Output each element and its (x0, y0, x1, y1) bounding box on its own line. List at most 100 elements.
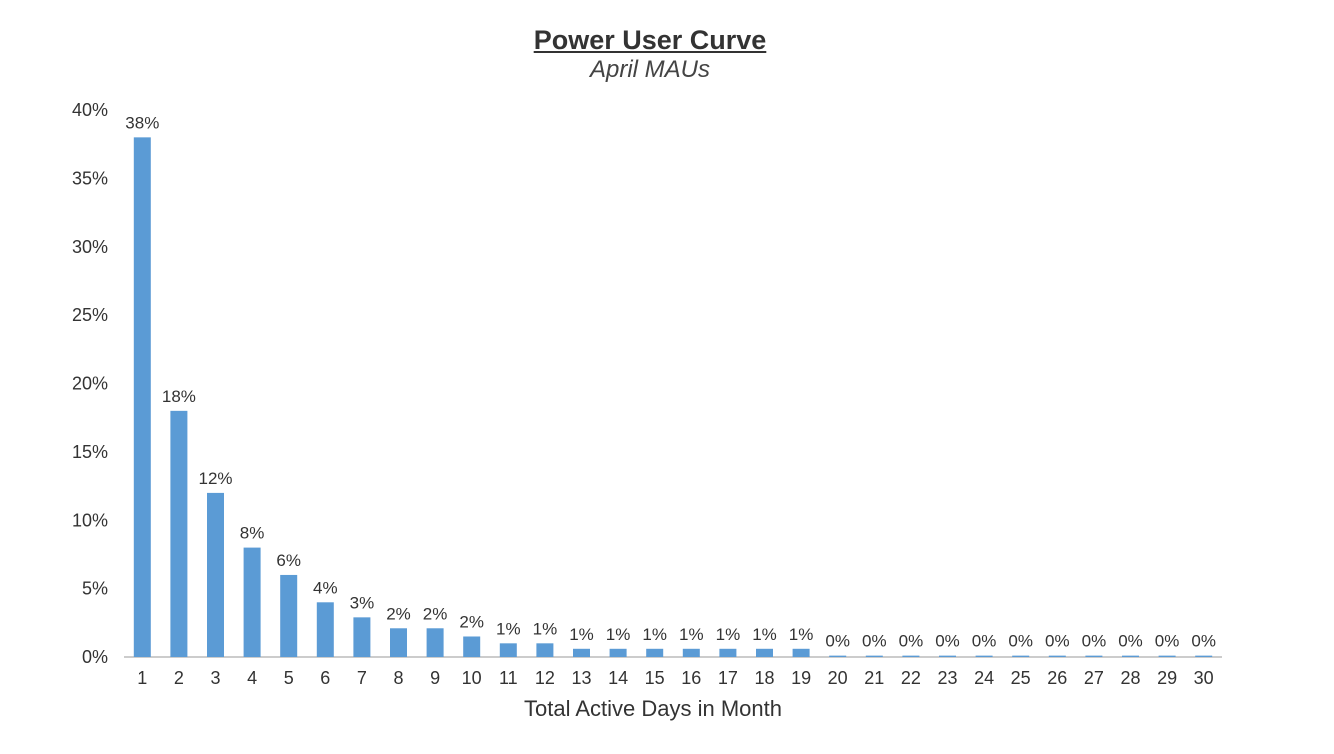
bar-26 (1048, 655, 1066, 657)
data-label-22: 0% (899, 632, 924, 651)
x-axis: 1 2 3 4 5 6 7 8 9 10 11 12 13 14 15 16 17 18 19 20 21 22 23 24 2… (137, 668, 1213, 688)
bar-20 (829, 655, 847, 657)
x-tick-label: 23 (937, 668, 957, 688)
data-labels-group: 38% 18% 12% 8% 6% 4% 3% 2% 2% 2% 1% 1% 1% 1% 1% 1% 1% 1% 1… (125, 113, 1216, 650)
data-label-1: 38% (125, 113, 159, 132)
bar-4 (243, 547, 261, 657)
data-label-9: 2% (423, 604, 448, 623)
x-tick-label: 12 (535, 668, 555, 688)
bar-7 (353, 617, 371, 657)
x-tick-label: 16 (681, 668, 701, 688)
y-tick-label: 30% (72, 237, 108, 257)
data-label-30: 0% (1191, 632, 1216, 651)
data-label-29: 0% (1155, 632, 1180, 651)
bar-30 (1195, 655, 1213, 657)
bar-19 (792, 648, 810, 657)
bar-5 (280, 574, 298, 657)
x-tick-label: 22 (901, 668, 921, 688)
data-label-20: 0% (825, 632, 850, 651)
data-label-7: 3% (350, 593, 375, 612)
bar-21 (865, 655, 883, 657)
bar-23 (939, 655, 956, 657)
data-label-14: 1% (606, 625, 631, 644)
x-tick-label: 15 (645, 668, 665, 688)
data-label-15: 1% (642, 625, 667, 644)
x-tick-label: 25 (1011, 668, 1031, 688)
data-label-21: 0% (862, 632, 887, 651)
data-label-6: 4% (313, 578, 338, 597)
y-tick-label: 20% (72, 374, 108, 394)
bar-3 (207, 492, 224, 657)
bar-27 (1085, 655, 1103, 657)
data-label-2: 18% (162, 387, 196, 406)
data-label-16: 1% (679, 625, 704, 644)
x-tick-label: 4 (247, 668, 257, 688)
x-tick-label: 5 (284, 668, 294, 688)
x-tick-label: 7 (357, 668, 367, 688)
data-label-17: 1% (716, 625, 741, 644)
data-label-12: 1% (533, 619, 558, 638)
bar-8 (390, 628, 407, 657)
bar-15 (646, 648, 664, 657)
bar-17 (719, 648, 737, 657)
data-label-27: 0% (1082, 632, 1107, 651)
y-tick-label: 5% (82, 579, 108, 599)
x-tick-label: 6 (320, 668, 330, 688)
x-tick-label: 10 (462, 668, 482, 688)
y-axis: 0% 5% 10% 15% 20% 25% 30% 35% 40% (72, 100, 108, 667)
y-tick-label: 35% (72, 168, 108, 188)
data-label-24: 0% (972, 632, 997, 651)
data-label-23: 0% (935, 632, 960, 651)
bar-18 (756, 648, 773, 657)
chart-title: Power User Curve (533, 25, 767, 55)
data-label-4: 8% (240, 524, 265, 543)
x-tick-label: 24 (974, 668, 994, 688)
data-label-25: 0% (1008, 632, 1033, 651)
x-tick-label: 27 (1084, 668, 1104, 688)
bar-29 (1158, 655, 1176, 657)
x-tick-label: 20 (828, 668, 848, 688)
data-label-13: 1% (569, 625, 594, 644)
x-tick-label: 29 (1157, 668, 1177, 688)
bar-14 (609, 648, 627, 657)
bar-1 (133, 137, 151, 658)
y-tick-label: 10% (72, 510, 108, 530)
bar-28 (1122, 655, 1139, 657)
data-label-11: 1% (496, 619, 521, 638)
x-tick-label: 11 (499, 668, 518, 688)
bar-24 (975, 655, 993, 657)
x-tick-label: 18 (754, 668, 774, 688)
x-tick-label: 3 (210, 668, 220, 688)
data-label-10: 2% (459, 612, 484, 631)
y-tick-label: 0% (82, 647, 108, 667)
x-tick-label: 19 (791, 668, 811, 688)
x-tick-label: 17 (718, 668, 738, 688)
chart-subtitle: April MAUs (589, 56, 710, 83)
data-label-28: 0% (1118, 632, 1143, 651)
x-axis-title: Total Active Days in Month (524, 696, 782, 721)
bar-10 (463, 636, 481, 657)
data-label-3: 12% (198, 469, 232, 488)
bar-16 (682, 648, 700, 657)
data-label-8: 2% (386, 604, 411, 623)
bar-9 (426, 628, 444, 657)
x-tick-label: 14 (608, 668, 628, 688)
y-tick-label: 40% (72, 100, 108, 120)
x-tick-label: 9 (430, 668, 440, 688)
x-tick-label: 1 (137, 668, 147, 688)
bar-11 (499, 643, 517, 657)
x-tick-label: 13 (571, 668, 591, 688)
x-tick-label: 8 (393, 668, 403, 688)
x-tick-label: 26 (1047, 668, 1067, 688)
data-label-5: 6% (276, 551, 301, 570)
bar-25 (1012, 655, 1030, 657)
data-label-18: 1% (752, 625, 777, 644)
bar-6 (316, 602, 334, 657)
bar-12 (536, 643, 554, 657)
data-label-26: 0% (1045, 632, 1070, 651)
bar-2 (170, 410, 188, 657)
y-tick-label: 25% (72, 305, 108, 325)
x-tick-label: 30 (1194, 668, 1214, 688)
x-tick-label: 2 (174, 668, 184, 688)
